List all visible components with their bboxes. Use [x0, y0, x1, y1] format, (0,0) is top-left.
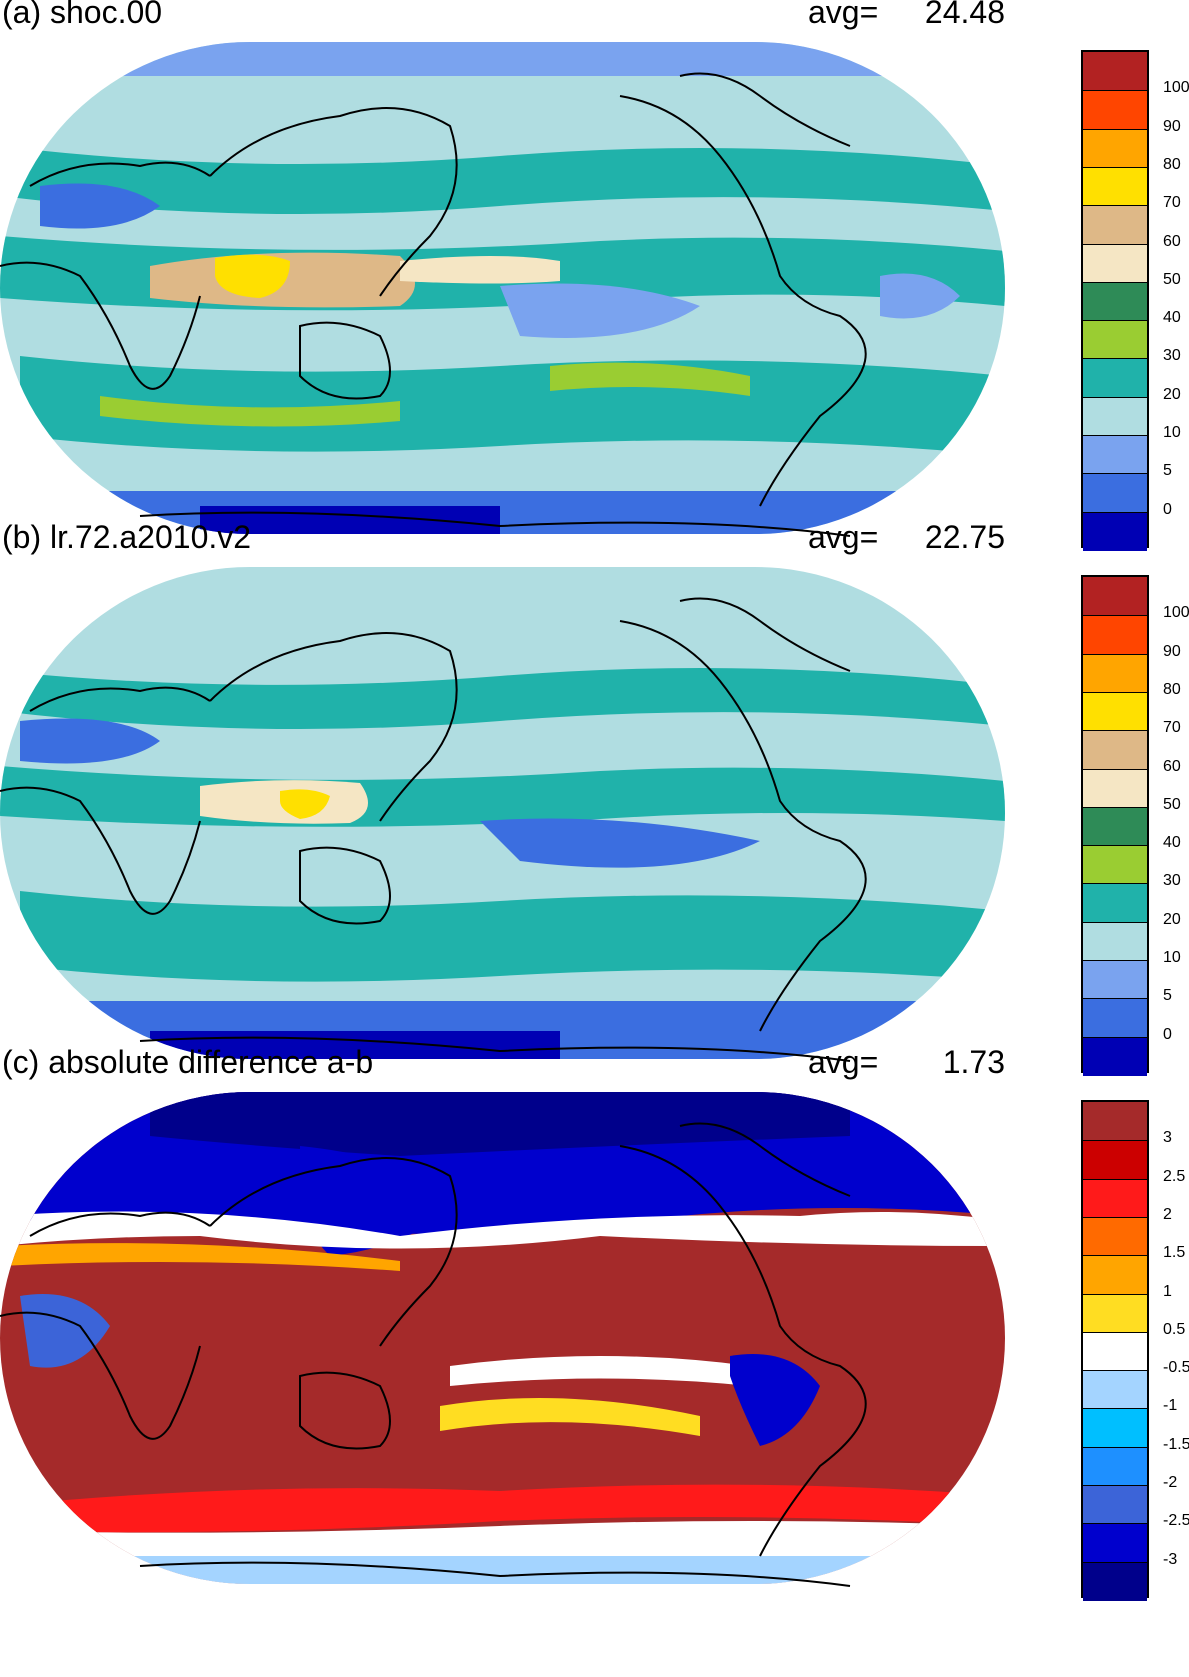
avg-value: 1.73 — [942, 1044, 1005, 1080]
colorbar-box — [1083, 1370, 1147, 1410]
colorbar-tick-label: 60 — [1163, 232, 1181, 250]
coastlines — [0, 1122, 867, 1587]
colorbar-box — [1083, 1178, 1147, 1218]
colorbar-box — [1083, 845, 1147, 885]
colorbar-tick-label: 80 — [1163, 155, 1181, 173]
colorbar-box — [1083, 1331, 1147, 1372]
colorbar-tick-label: 30 — [1163, 347, 1181, 365]
colorbar-tick-label: 100 — [1163, 604, 1189, 622]
colorbar-box — [1083, 511, 1147, 551]
colorbar-box — [1083, 1140, 1147, 1180]
colorbar-tick-label: 10 — [1163, 424, 1181, 442]
colorbar-tick-label: 1.5 — [1163, 1244, 1186, 1262]
colorbar-tick-label: 50 — [1163, 270, 1181, 288]
map-fill — [0, 1092, 1005, 1584]
avg-label: avg= — [808, 519, 879, 555]
colorbar-tick-label: -0.5 — [1163, 1359, 1189, 1377]
colorbar-box — [1083, 128, 1147, 168]
colorbar-box — [1083, 730, 1147, 770]
colorbar — [1081, 1100, 1149, 1601]
colorbar-tick-label: 80 — [1163, 680, 1181, 698]
colorbar-tick-label: -3 — [1163, 1550, 1178, 1568]
colorbar-tick-label: 30 — [1163, 872, 1181, 890]
colorbar-tick-label: 5 — [1163, 987, 1172, 1005]
colorbar-tick-label: 100 — [1163, 79, 1189, 97]
colorbar-tick-label: 40 — [1163, 834, 1181, 852]
colorbar-box — [1083, 1102, 1147, 1141]
colorbar-box — [1083, 960, 1147, 1000]
colorbar-box — [1083, 577, 1147, 616]
colorbar-tick-label: -2 — [1163, 1474, 1178, 1492]
colorbar-box — [1083, 90, 1147, 130]
colorbar-box — [1083, 691, 1147, 732]
colorbar-box — [1083, 1561, 1147, 1601]
colorbar-box — [1083, 921, 1147, 962]
colorbar-box — [1083, 52, 1147, 91]
map-fill — [0, 42, 1005, 534]
panel-title: (b) lr.72.a2010.v2 — [2, 519, 252, 555]
colorbar-tick-label: 2 — [1163, 1205, 1172, 1223]
colorbar-tick-label: 90 — [1163, 642, 1181, 660]
colorbar-tick-label: 0 — [1163, 1025, 1172, 1043]
colorbar-tick-label: -2.5 — [1163, 1512, 1189, 1530]
colorbar-tick-label: 60 — [1163, 757, 1181, 775]
panel-title: (a) shoc.00 — [2, 0, 163, 30]
colorbar-tick-label: 70 — [1163, 719, 1181, 737]
colorbar-box — [1083, 1255, 1147, 1295]
colorbar-box — [1083, 358, 1147, 398]
colorbar-box — [1083, 320, 1147, 360]
colorbar-box — [1083, 1408, 1147, 1448]
colorbar-box — [1083, 1485, 1147, 1525]
colorbar-box — [1083, 473, 1147, 513]
colorbar-tick-label: 10 — [1163, 949, 1181, 967]
colorbar-tick-label: 20 — [1163, 910, 1181, 928]
global-map — [0, 42, 1005, 537]
colorbar-box — [1083, 281, 1147, 322]
colorbar-box — [1083, 243, 1147, 283]
colorbar-box — [1083, 1216, 1147, 1257]
coastlines — [0, 597, 867, 1062]
colorbar-tick-label: 90 — [1163, 117, 1181, 135]
colorbar-box — [1083, 1293, 1147, 1333]
colorbar-tick-label: 50 — [1163, 795, 1181, 813]
colorbar-tick-label: 40 — [1163, 309, 1181, 327]
colorbar-box — [1083, 435, 1147, 475]
avg-label: avg= — [808, 1044, 879, 1080]
panel-title: (c) absolute difference a-b — [2, 1044, 374, 1080]
colorbar-box — [1083, 806, 1147, 847]
global-map — [0, 567, 1005, 1062]
avg-value: 22.75 — [924, 519, 1005, 555]
avg-label: avg= — [808, 0, 879, 30]
colorbar-box — [1083, 768, 1147, 808]
colorbar-tick-label: -1.5 — [1163, 1435, 1189, 1453]
colorbar-box — [1083, 1036, 1147, 1076]
colorbar-box — [1083, 615, 1147, 655]
colorbar-tick-label: 3 — [1163, 1129, 1172, 1147]
colorbar-tick-label: 1 — [1163, 1282, 1172, 1300]
colorbar — [1081, 575, 1149, 1076]
colorbar-tick-label: 20 — [1163, 385, 1181, 403]
colorbar-tick-label: 2.5 — [1163, 1167, 1186, 1185]
colorbar-box — [1083, 1446, 1147, 1487]
avg-value: 24.48 — [924, 0, 1005, 30]
colorbar-tick-label: 5 — [1163, 462, 1172, 480]
coastlines — [0, 72, 867, 537]
colorbar-box — [1083, 166, 1147, 207]
colorbar-box — [1083, 653, 1147, 693]
colorbar-box — [1083, 205, 1147, 245]
colorbar — [1081, 50, 1149, 551]
colorbar-tick-label: 0 — [1163, 500, 1172, 518]
global-map — [0, 1092, 1005, 1587]
colorbar-box — [1083, 1523, 1147, 1563]
map-fill — [0, 567, 1005, 1059]
colorbar-tick-label: 70 — [1163, 194, 1181, 212]
colorbar-box — [1083, 998, 1147, 1038]
colorbar-box — [1083, 883, 1147, 923]
colorbar-tick-label: -1 — [1163, 1397, 1178, 1415]
colorbar-tick-label: 0.5 — [1163, 1320, 1186, 1338]
colorbar-box — [1083, 396, 1147, 437]
